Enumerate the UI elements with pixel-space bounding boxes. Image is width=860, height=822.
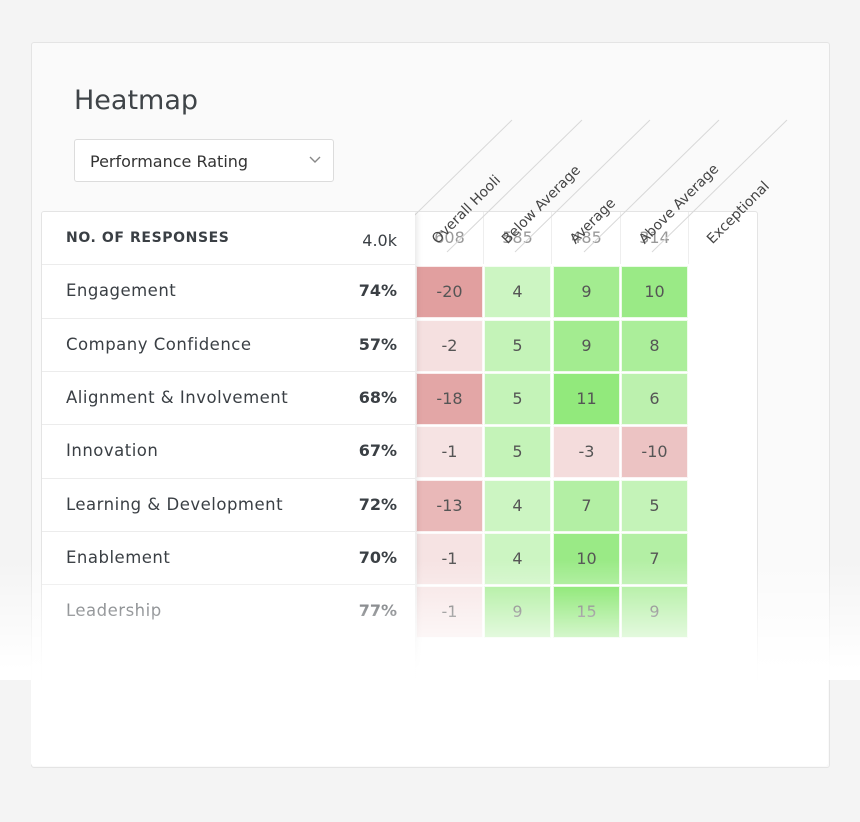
heatmap-cell: 11: [553, 372, 620, 425]
header-divider: [514, 119, 651, 253]
heatmap-cell: -1: [416, 426, 483, 479]
header-divider: [446, 119, 583, 253]
overall-value: 4.0k: [362, 231, 397, 250]
heatmap-cell: 10: [621, 266, 688, 319]
row-label: Learning & Development: [66, 494, 284, 514]
heatmap-cell: 4: [484, 479, 551, 532]
heatmap-cell: 5: [484, 426, 551, 479]
heatmap-cell: -13: [416, 479, 483, 532]
title: Heatmap: [74, 85, 199, 116]
heatmap-cell: -18: [416, 372, 483, 425]
heatmap-cell: 4: [484, 266, 551, 319]
dropdown-label: Performance Rating: [90, 152, 249, 171]
overall-value: 74%: [358, 281, 397, 301]
dropdown[interactable]: Performance Rating: [74, 139, 334, 182]
chevron: [309, 156, 321, 163]
heatmap-cell: 5: [621, 479, 688, 532]
row-divider: [42, 477, 415, 479]
row-label: NO. OF RESPONSES: [66, 230, 230, 246]
heatmap-cell: 9: [553, 319, 620, 372]
row-divider: [42, 317, 415, 319]
header-divider: [651, 119, 788, 253]
heatmap-cell: 5: [484, 372, 551, 425]
column-header-lines: [376, 119, 788, 253]
row-divider: [42, 424, 415, 426]
fade: [0, 560, 860, 680]
row-divider: [42, 530, 415, 532]
overall-value: 57%: [358, 334, 397, 354]
row-divider: [42, 370, 415, 372]
row-label: Alignment & Involvement: [66, 387, 289, 407]
heatmap-cell: 9: [553, 266, 620, 319]
heatmap-cell: -2: [416, 319, 483, 372]
heatmap-cell: 5: [484, 319, 551, 372]
heatmap-cell: 8: [621, 319, 688, 372]
overall-value: 67%: [358, 441, 397, 461]
heatmap-cell: -3: [553, 426, 620, 479]
row-divider: [42, 264, 415, 266]
row-label: Innovation: [66, 441, 159, 461]
overall-value: 68%: [358, 387, 397, 407]
heatmap-cell: -20: [416, 266, 483, 319]
heatmap-cell: -10: [621, 426, 688, 479]
row-label: Company Confidence: [66, 334, 252, 354]
overall-value: 72%: [358, 494, 397, 514]
heatmap-cell: 7: [553, 479, 620, 532]
heatmap-cell: 6: [621, 372, 688, 425]
header-divider: [583, 119, 720, 253]
card-bottom: [31, 680, 828, 766]
row-label: Engagement: [66, 281, 177, 301]
